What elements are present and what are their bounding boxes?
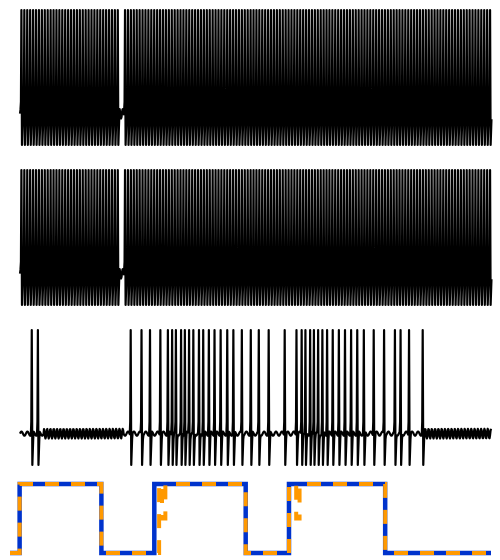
stimulus-solid-line (10, 481, 491, 556)
voltage-trace-panel-1 (18, 8, 493, 147)
voltage-trace-panel-2 (18, 168, 493, 307)
voltage-trace-line-2 (18, 168, 493, 307)
stimulus-step-panel (10, 481, 491, 556)
voltage-trace-line-3 (19, 328, 493, 467)
stimulus-dashed-line (10, 482, 491, 555)
voltage-trace-line-1 (18, 8, 493, 147)
voltage-trace-panel-3 (19, 328, 493, 467)
